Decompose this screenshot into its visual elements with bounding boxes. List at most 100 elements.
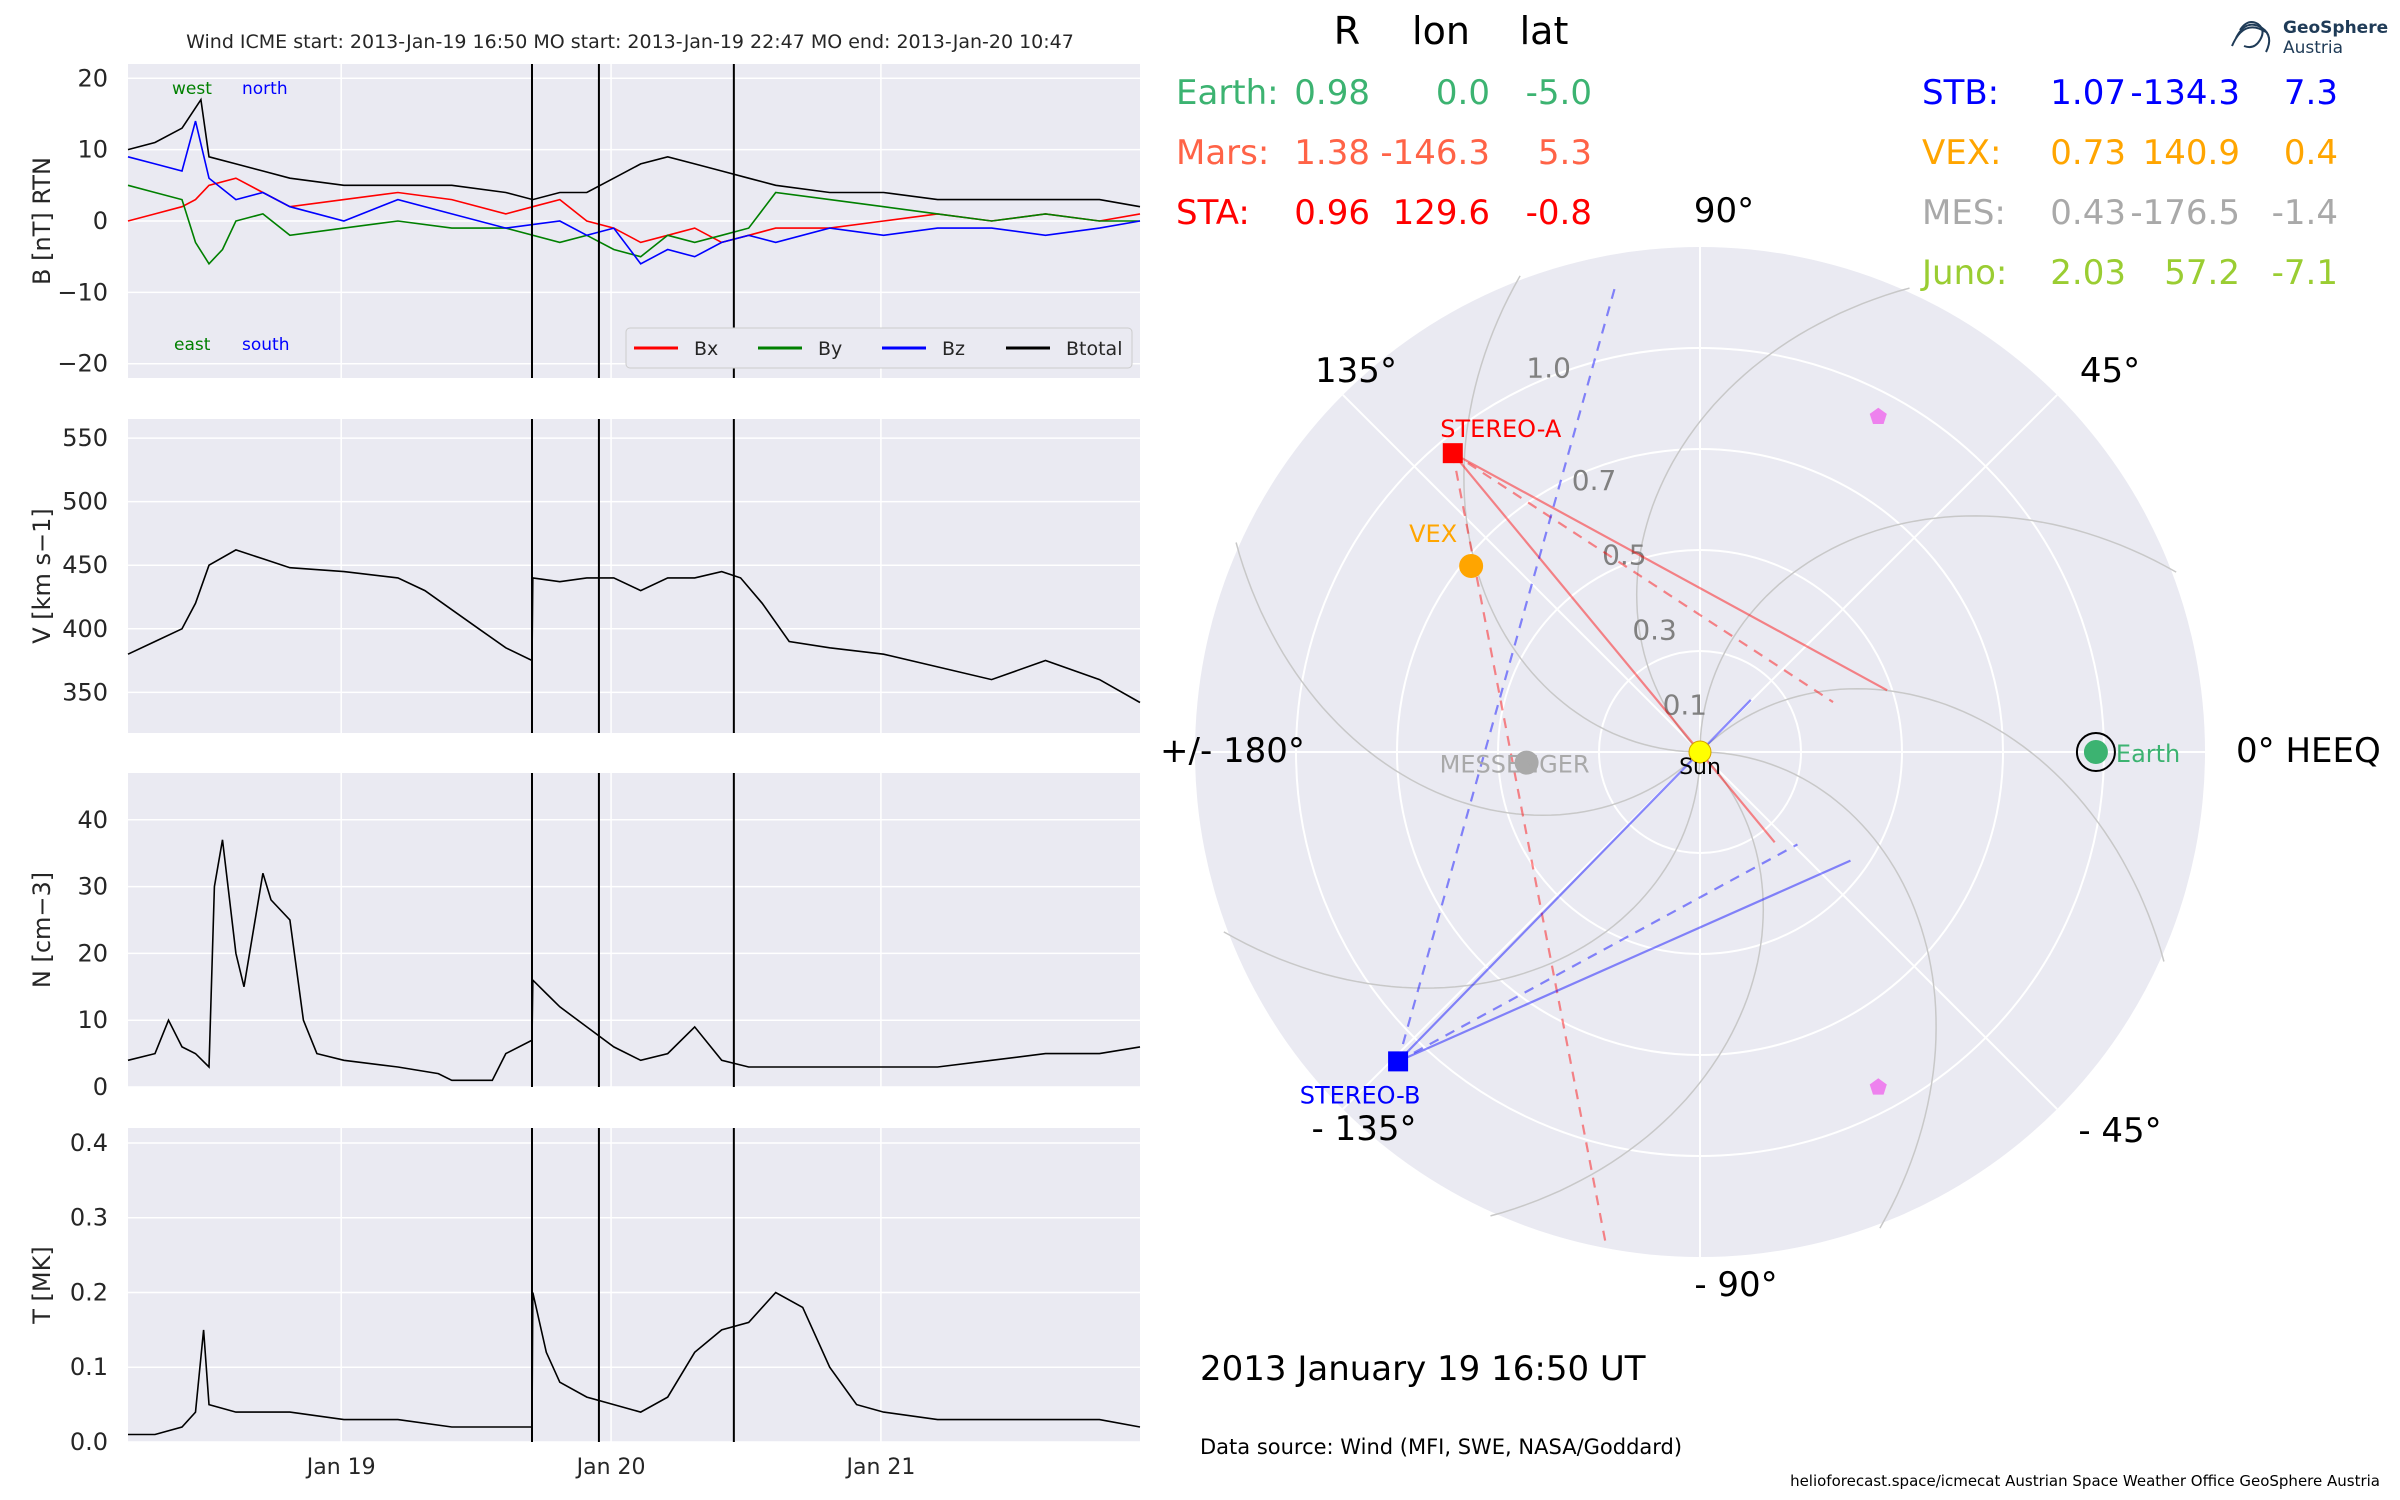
radial-label: 0.5 xyxy=(1602,539,1647,572)
table-r-mars: 1.38 xyxy=(1294,133,1370,173)
y-axis-label: N [cm−3] xyxy=(28,872,56,988)
angular-grid-line xyxy=(1342,751,1701,1110)
legend: Bx By Bz Btotal xyxy=(625,327,1133,369)
y-tick-label: −20 xyxy=(57,350,108,378)
annotation-south: south xyxy=(242,335,289,355)
radial-label: 0.7 xyxy=(1572,464,1617,497)
time-series-panels: −20 −10 0 10 20 B [nT] RTN west north east south B… xyxy=(28,64,1141,1480)
label-stereo-b: STEREO-B xyxy=(1300,1081,1421,1109)
panel-velocity: 350 400 450 500 550 V [km s−1] xyxy=(28,419,1141,733)
panel-background xyxy=(128,773,1140,1087)
table-name-mes: MES: xyxy=(1922,193,2006,233)
y-tick-label: 0 xyxy=(93,207,108,235)
marker-sun xyxy=(1688,740,1712,764)
table-header-r: R xyxy=(1334,9,1360,53)
annotation-north: north xyxy=(242,79,288,99)
table-lat-juno: -7.1 xyxy=(2272,253,2338,293)
table-r-earth: 0.98 xyxy=(1294,73,1370,113)
table-lon-juno: 57.2 xyxy=(2164,253,2240,293)
series-line-temperature xyxy=(128,1291,1141,1436)
y-tick-label: 450 xyxy=(62,551,108,579)
table-lat-sta: -0.8 xyxy=(1526,193,1592,233)
table-lon-mes: -176.5 xyxy=(2130,193,2240,233)
marker-juno-2 xyxy=(1869,1078,1887,1095)
angular-grid-line xyxy=(1699,394,2058,753)
y-tick-label: 400 xyxy=(62,615,108,643)
marker-stereo-a xyxy=(1442,443,1463,464)
parker-spirals xyxy=(1223,275,2177,1229)
table-lat-stb: 7.3 xyxy=(2284,73,2338,113)
marker-juno-1 xyxy=(1869,407,1887,424)
legend-box xyxy=(625,327,1133,369)
table-lat-vex: 0.4 xyxy=(2284,133,2338,173)
annotation-west: west xyxy=(172,79,212,99)
table-r-sta: 0.96 xyxy=(1294,193,1370,233)
legend-label-bz: Bz xyxy=(942,338,965,360)
y-tick-label: −10 xyxy=(57,278,108,306)
spiral-line xyxy=(1223,760,1701,989)
table-lon-mars: -146.3 xyxy=(1380,133,1490,173)
angle-label-45: 45° xyxy=(2080,351,2140,391)
y-tick-label: 500 xyxy=(62,488,108,516)
panel-magnetic-field: −20 −10 0 10 20 B [nT] RTN west north east south B… xyxy=(28,64,1141,378)
table-lon-stb: -134.3 xyxy=(2130,73,2240,113)
table-name-juno: Juno: xyxy=(1920,253,2007,293)
y-tick-label: 550 xyxy=(62,424,108,452)
marker-messenger xyxy=(1514,750,1539,775)
marker-vex xyxy=(1459,554,1484,579)
series-line-density xyxy=(127,839,1141,1082)
table-r-juno: 2.03 xyxy=(2050,253,2126,293)
timestamp-label: 2013 January 19 16:50 UT xyxy=(1200,1349,1646,1389)
series-line-bx xyxy=(127,177,1141,244)
plot-title: Wind ICME start: 2013-Jan-19 16:50 MO st… xyxy=(186,31,1074,53)
label-sun: Sun xyxy=(1679,755,1721,780)
y-tick-label: 20 xyxy=(77,939,108,967)
y-axis-label: B [nT] RTN xyxy=(28,157,56,285)
x-tick-label: Jan 19 xyxy=(305,1455,376,1480)
logo-swirl-icon xyxy=(2231,21,2271,53)
y-tick-label: 0 xyxy=(93,1073,108,1101)
panel-temperature: 0.0 0.1 0.2 0.3 0.4 T [MK] Jan 19 Jan 20 Jan 21 xyxy=(28,1128,1141,1480)
y-tick-label: 10 xyxy=(77,136,108,164)
y-tick-label: 350 xyxy=(62,678,108,706)
panel-background xyxy=(128,419,1140,733)
spiral-line xyxy=(1699,515,2177,744)
x-tick-label: Jan 20 xyxy=(575,1455,646,1480)
fov-line xyxy=(1451,452,1776,843)
fov-line xyxy=(1452,452,1834,704)
y-tick-label: 0.0 xyxy=(70,1428,108,1456)
table-lat-mars: 5.3 xyxy=(1538,133,1592,173)
radial-label: 1.0 xyxy=(1526,351,1571,384)
panel-density: 0 10 20 30 40 N [cm−3] xyxy=(28,773,1141,1101)
y-tick-label: 0.2 xyxy=(70,1278,108,1306)
table-name-vex: VEX: xyxy=(1922,133,2002,173)
table-lat-mes: -1.4 xyxy=(2272,193,2338,233)
radial-label: 0.3 xyxy=(1632,614,1677,647)
series-line-bz xyxy=(127,120,1141,265)
radial-label: 0.1 xyxy=(1663,689,1708,722)
label-vex: VEX xyxy=(1409,520,1457,548)
label-messenger: MESSENGER xyxy=(1440,751,1590,779)
logo-line1: GeoSphere xyxy=(2283,18,2388,38)
y-tick-label: 40 xyxy=(77,806,108,834)
spiral-line xyxy=(1490,757,1765,1217)
y-tick-label: 20 xyxy=(77,64,108,92)
y-axis-label: V [km s−1] xyxy=(28,508,56,644)
marker-earth-ring xyxy=(2075,732,2116,772)
angle-label-minus-90: - 90° xyxy=(1694,1265,1777,1305)
fov-line xyxy=(1397,283,1618,1062)
legend-label-by: By xyxy=(818,338,842,360)
legend-label-bx: Bx xyxy=(694,338,718,360)
x-tick-label: Jan 21 xyxy=(844,1455,915,1480)
angle-label-90: 90° xyxy=(1694,191,1754,231)
spiral-line xyxy=(1463,275,1692,753)
y-tick-label: 0.4 xyxy=(70,1129,108,1157)
series-line-velocity xyxy=(127,549,1141,704)
legend-label-btotal: Btotal xyxy=(1066,338,1122,360)
angular-grid-line xyxy=(1699,751,2058,1110)
table-lon-vex: 140.9 xyxy=(2143,133,2240,173)
table-name-sta: STA: xyxy=(1176,193,1250,233)
table-lon-earth: 0.0 xyxy=(1436,73,1490,113)
table-name-stb: STB: xyxy=(1922,73,1999,113)
